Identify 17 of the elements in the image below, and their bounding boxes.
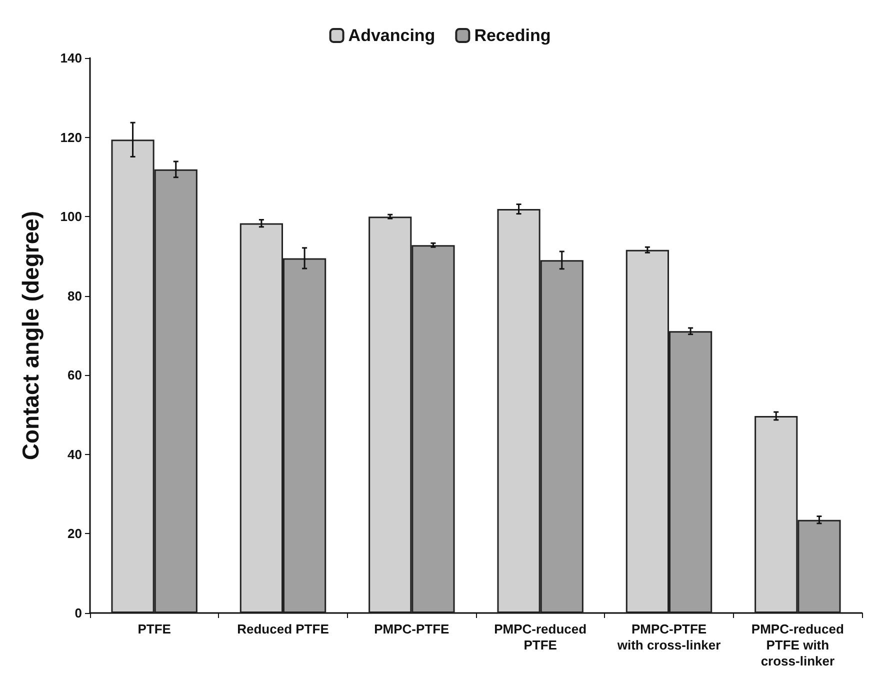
y-tick-label: 140 [60, 50, 82, 66]
y-axis-title: Contact angle (degree) [18, 210, 44, 460]
y-tick-label: 40 [68, 446, 82, 462]
y-tick-label: 100 [60, 209, 82, 224]
y-tick-label: 80 [68, 288, 82, 304]
y-tick-label: 60 [68, 368, 82, 383]
x-tick-label: PTFE [138, 622, 172, 636]
x-tick-label: PMPC-PTFE with cross-linker [616, 622, 721, 652]
x-tick-label: PMPC-PTFE [374, 622, 450, 636]
y-tick-label: 0 [74, 606, 82, 620]
y-tick-label: 20 [68, 526, 82, 542]
x-tick-label: PMPC-reduced PTFE with cross-linker [751, 622, 844, 668]
x-tick-label: PMPC-reduced PTFE [494, 622, 587, 652]
legend-label: Advancing [348, 26, 436, 45]
legend-label: Receding [474, 26, 551, 45]
x-tick-label: Reduced PTFE [237, 622, 330, 636]
y-tick-label: 120 [60, 130, 82, 145]
